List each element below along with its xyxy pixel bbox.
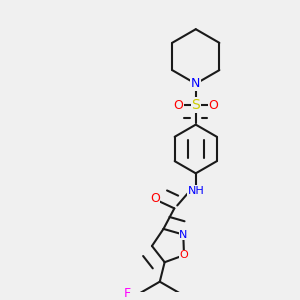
Text: O: O (180, 250, 188, 260)
Text: S: S (191, 98, 200, 112)
Text: F: F (124, 287, 131, 300)
Text: O: O (208, 99, 218, 112)
Text: N: N (191, 77, 200, 90)
Text: N: N (179, 230, 188, 240)
Text: NH: NH (188, 186, 204, 196)
Text: O: O (173, 99, 183, 112)
Text: O: O (150, 192, 160, 205)
